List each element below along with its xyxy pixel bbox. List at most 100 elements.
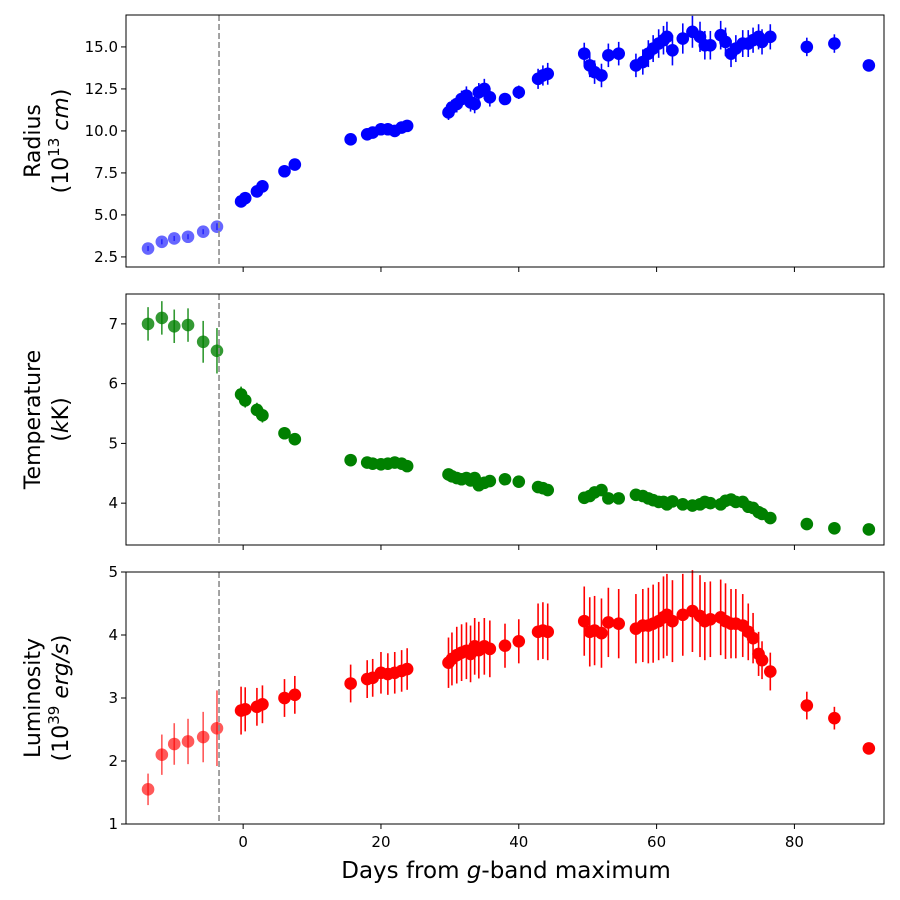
luminosity-point [862, 742, 876, 755]
y-tick-label: 4 [108, 494, 118, 512]
radius-points [141, 15, 876, 255]
y-tick-label: 10.0 [85, 122, 118, 140]
temperature-points [141, 301, 876, 536]
temperature-ylabel: Temperature [21, 350, 46, 490]
radius-point [468, 97, 481, 111]
luminosity-point [344, 677, 357, 690]
luminosity-point [602, 616, 615, 629]
radius-point [196, 225, 210, 239]
luminosity-point [155, 748, 169, 761]
temperature-point [181, 318, 195, 332]
radius-point [256, 180, 269, 193]
luminosity-ylabel-units: (1039 erg/s) [45, 635, 74, 762]
y-tick-label: 4 [108, 626, 118, 644]
radius-point [764, 30, 777, 44]
panels: 2.5 5.0 7.5 10.0 12.5 15.0 Radius (1013 cm) 4 5 6 7… [21, 14, 885, 851]
radius-ylabel: Radius [21, 104, 46, 178]
luminosity-point [764, 665, 777, 678]
temperature-point [541, 483, 555, 497]
y-tick-label: 5 [108, 563, 118, 581]
temperature-point [676, 498, 690, 511]
x-tick-label: 60 [647, 833, 666, 851]
temperature-point [862, 523, 876, 536]
radius-point [541, 67, 555, 81]
radius-point [400, 119, 414, 133]
y-tick-label: 7.5 [94, 164, 118, 182]
luminosity-point [676, 608, 690, 622]
temperature-point [256, 409, 269, 422]
radius-point [719, 35, 732, 49]
luminosity-point [141, 783, 155, 796]
luminosity-point [828, 711, 841, 725]
luminosity-point [498, 639, 512, 653]
y-tick-label: 5 [108, 434, 118, 452]
temperature-axes-frame [125, 293, 885, 546]
radius-point [800, 40, 814, 54]
luminosity-point [256, 698, 269, 711]
radius-axes-frame [125, 14, 885, 268]
luminosity-point [483, 642, 497, 656]
temperature-panel: 4 5 6 7 Temperature (kK) [21, 293, 885, 550]
luminosity-point [167, 737, 181, 751]
luminosity-axes-frame [125, 571, 885, 825]
temperature-point [764, 511, 777, 525]
y-tick-label: 6 [108, 375, 118, 393]
temperature-point [828, 521, 841, 535]
x-axis-label: Days from g-band maximum [341, 858, 671, 884]
radius-point [155, 235, 169, 249]
temperature-point [612, 492, 625, 505]
radius-point [666, 43, 679, 57]
radius-point [612, 47, 625, 60]
radius-point [512, 85, 526, 99]
x-tick-label: 40 [509, 833, 528, 851]
luminosity-point [612, 617, 625, 630]
luminosity-point [278, 691, 291, 705]
temperature-point [344, 453, 357, 467]
radius-point [862, 59, 876, 72]
temperature-point [210, 344, 224, 358]
radius-point [141, 242, 155, 255]
radius-point [483, 91, 497, 104]
radius-point [602, 49, 615, 62]
radius-point [167, 232, 181, 245]
y-tick-label: 3 [108, 689, 118, 707]
luminosity-ylabel: Luminosity [21, 638, 46, 758]
temperature-point [498, 472, 512, 486]
y-tick-label: 2.5 [94, 248, 118, 266]
temperature-ylabel-units: (kK) [49, 397, 74, 441]
y-tick-label: 12.5 [85, 80, 118, 98]
temperature-point [288, 432, 302, 446]
luminosity-point [400, 662, 414, 676]
temperature-point [666, 495, 679, 508]
luminosity-point [800, 699, 814, 712]
luminosity-point [577, 614, 591, 628]
temperature-point [595, 483, 608, 497]
y-tick-label: 15.0 [85, 38, 118, 56]
luminosity-point [288, 688, 302, 702]
luminosity-point [755, 653, 769, 667]
luminosity-point [196, 730, 210, 744]
luminosity-point [238, 703, 252, 716]
luminosity-point [666, 614, 679, 628]
radius-point [344, 133, 357, 146]
radius-point [704, 38, 717, 52]
temperature-point [238, 394, 252, 407]
radius-point [238, 191, 252, 205]
luminosity-point [541, 625, 555, 639]
temperature-point [155, 311, 169, 325]
temperature-point [278, 426, 291, 440]
x-tick-label: 0 [238, 833, 248, 851]
x-tick-label: 20 [371, 833, 390, 851]
temperature-point [196, 335, 210, 349]
temperature-point [512, 475, 526, 488]
y-tick-label: 7 [108, 315, 118, 333]
y-tick-label: 1 [108, 815, 118, 833]
radius-point [676, 32, 690, 45]
y-tick-label: 2 [108, 752, 118, 770]
temperature-point [167, 319, 181, 333]
luminosity-point [512, 635, 526, 648]
radius-ylabel-units: (1013 cm) [45, 89, 74, 194]
temperature-point [704, 496, 717, 510]
temperature-point [400, 459, 414, 473]
